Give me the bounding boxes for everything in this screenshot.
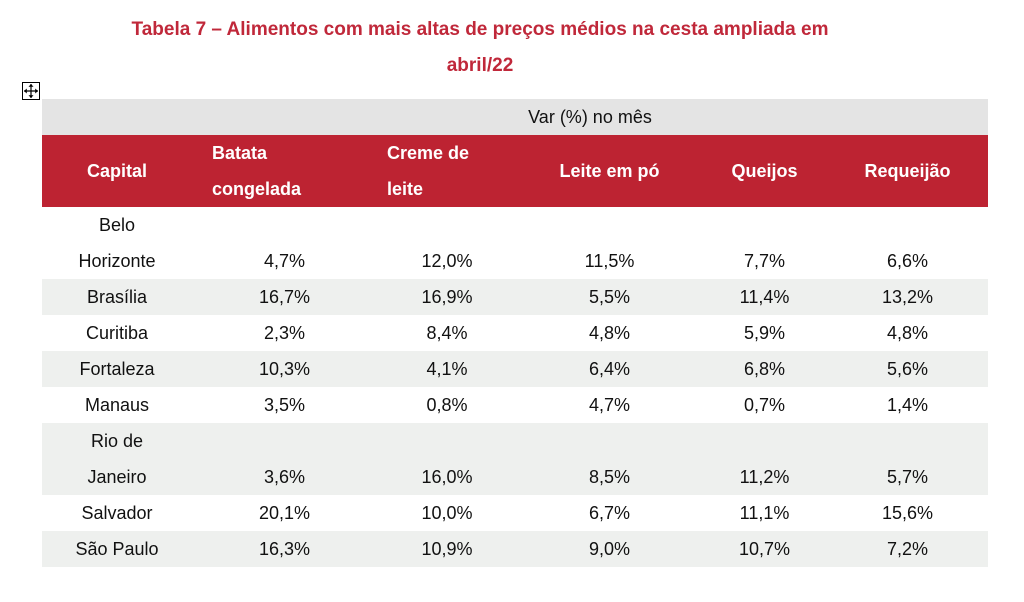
cell-batata: 3,5% — [263, 395, 306, 415]
cell-batata: 3,6% — [192, 423, 377, 495]
cell-capital: Belo Horizonte — [42, 207, 192, 279]
cell-requeijao: 1,4% — [886, 395, 929, 415]
cell-capital: São Paulo — [42, 531, 192, 567]
cell-requeijao: 13,2% — [827, 279, 988, 315]
variation-header: Var (%) no mês — [192, 99, 988, 135]
cell-capital: Brasília — [42, 279, 192, 315]
cell-requeijao: 7,2% — [827, 531, 988, 567]
header-capital: Capital — [42, 135, 192, 207]
cell-creme: 16,0% — [377, 423, 517, 495]
table-row: Manaus 3,5% 0,8% 4,7% 0,7% 1,4% — [42, 387, 988, 423]
table-row: Curitiba 2,3% 8,4% 4,8% 5,9% 4,8% — [42, 315, 988, 351]
table-row: Fortaleza 10,3% 4,1% 6,4% 6,8% 5,6% — [42, 351, 988, 387]
cell-batata: 16,3% — [192, 531, 377, 567]
table-row: Brasília 16,7% 16,9% 5,5% 11,4% 13,2% — [42, 279, 988, 315]
column-header-row: Capital Batata congelada Creme de leite … — [42, 135, 988, 207]
table-title: Tabela 7 – Alimentos com mais altas de p… — [0, 12, 960, 84]
cell-capital: Fortaleza — [42, 351, 192, 387]
cell-queijos: 6,8% — [702, 351, 827, 387]
cell-creme: 10,9% — [377, 531, 517, 567]
header-creme: Creme de leite — [377, 135, 517, 207]
cell-capital-line-1: Belo — [98, 215, 136, 235]
move-arrows-icon[interactable] — [22, 82, 40, 100]
cell-requeijao: 5,7% — [827, 423, 988, 495]
header-leite: Leite em pó — [517, 135, 702, 207]
cell-batata: 4,7% — [263, 251, 306, 271]
cell-creme: 4,1% — [377, 351, 517, 387]
header-batata-line-1: Batata — [212, 143, 268, 163]
cell-batata: 16,7% — [192, 279, 377, 315]
cell-creme: 12,0% — [421, 251, 473, 271]
cell-queijos: 11,4% — [702, 279, 827, 315]
cell-creme: 8,4% — [426, 323, 468, 343]
cell-requeijao: 6,6% — [886, 251, 929, 271]
cell-creme: 16,9% — [377, 279, 517, 315]
table-row: São Paulo 16,3% 10,9% 9,0% 10,7% 7,2% — [42, 531, 988, 567]
cell-batata: 10,3% — [192, 351, 377, 387]
cell-creme: 10,0% — [421, 503, 473, 523]
cell-batata: 2,3% — [263, 323, 306, 343]
cell-leite: 5,5% — [517, 279, 702, 315]
table-row: Rio de Janeiro 3,6% 16,0% 8,5% 11,2% 5,7… — [42, 423, 988, 495]
cell-leite: 11,5% — [584, 251, 635, 271]
cell-queijos: 11,2% — [702, 423, 827, 495]
cell-leite: 4,7% — [588, 395, 631, 415]
header-requeijao: Requeijão — [827, 135, 988, 207]
cell-requeijao: 5,6% — [827, 351, 988, 387]
cell-capital: Manaus — [84, 395, 150, 415]
cell-capital: Rio de Janeiro — [42, 423, 192, 495]
cell-queijos: 0,7% — [743, 395, 786, 415]
cell-capital-line-2: Horizonte — [78, 251, 156, 271]
table-row: Salvador 20,1% 10,0% 6,7% 11,1% 15,6% — [42, 495, 988, 531]
cell-queijos: 5,9% — [743, 323, 786, 343]
table-title-line-1: Tabela 7 – Alimentos com mais altas de p… — [131, 19, 829, 40]
header-queijos: Queijos — [702, 135, 827, 207]
cell-leite: 4,8% — [588, 323, 631, 343]
cell-requeijao: 4,8% — [886, 323, 929, 343]
cell-requeijao: 15,6% — [881, 503, 934, 523]
table-row: Belo Horizonte 4,7% 12,0% 11,5% 7,7% 6,6… — [42, 207, 988, 279]
cell-leite: 6,7% — [588, 503, 631, 523]
cell-capital: Curitiba — [85, 323, 149, 343]
cell-leite: 9,0% — [517, 531, 702, 567]
cell-queijos: 10,7% — [702, 531, 827, 567]
cell-queijos: 7,7% — [743, 251, 786, 271]
cell-capital-line-1: Rio de — [90, 431, 144, 451]
cell-queijos: 11,1% — [739, 503, 790, 523]
variation-header-row: Var (%) no mês — [42, 99, 988, 135]
cell-capital: Salvador — [81, 503, 153, 523]
cell-leite: 8,5% — [517, 423, 702, 495]
cell-capital-line-2: Janeiro — [87, 467, 147, 487]
table-title-line-2: abril/22 — [446, 55, 514, 76]
header-creme-line-1: Creme de — [387, 143, 470, 163]
header-creme-line-2: leite — [387, 179, 424, 199]
cell-leite: 6,4% — [517, 351, 702, 387]
header-batata-line-2: congelada — [212, 179, 302, 199]
cell-creme: 0,8% — [426, 395, 468, 415]
price-table: Var (%) no mês Capital Batata congelada … — [42, 99, 988, 567]
header-batata: Batata congelada — [192, 135, 377, 207]
cell-batata: 20,1% — [258, 503, 311, 523]
